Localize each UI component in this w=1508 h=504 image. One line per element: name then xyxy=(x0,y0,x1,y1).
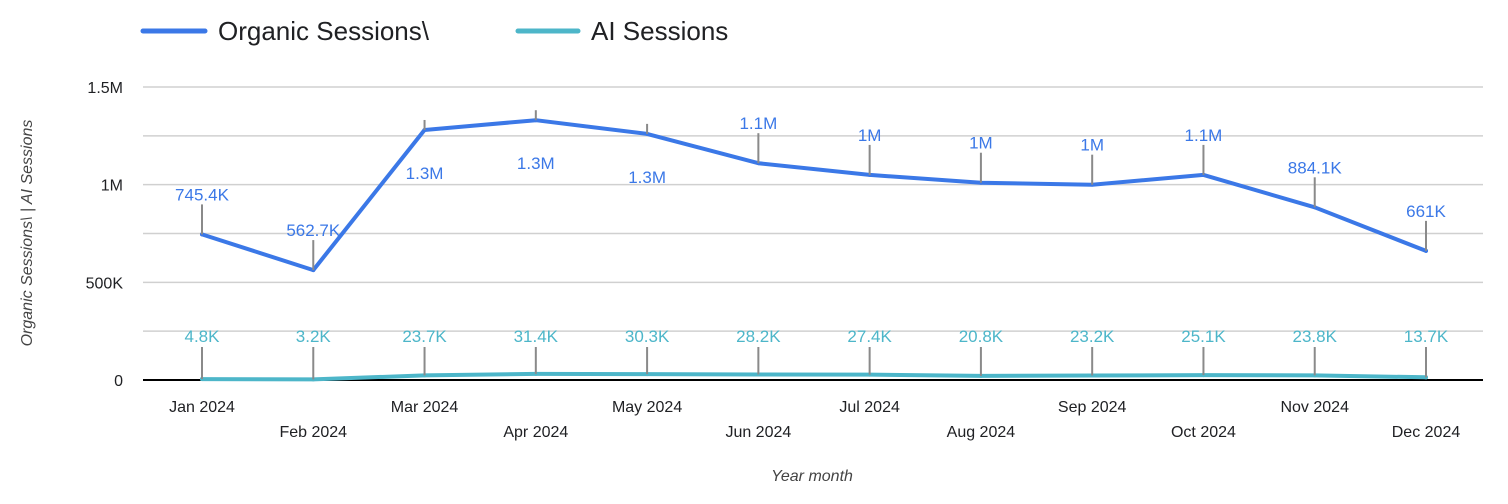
series-lines xyxy=(200,118,1428,382)
data-label-ai-sessions-0: 4.8K xyxy=(185,327,221,346)
series-line-organic-sessions[interactable] xyxy=(200,118,1428,273)
data-label-ai-sessions-1: 3.2K xyxy=(296,327,332,346)
data-label-ai-sessions-7: 20.8K xyxy=(959,327,1004,346)
x-tick-label-feb-2024: Feb 2024 xyxy=(279,424,347,441)
x-tick-label-mar-2024: Mar 2024 xyxy=(391,399,459,416)
legend-item-organic-sessions[interactable]: Organic Sessions\ xyxy=(140,16,430,46)
data-label-organic-sessions-0: 745.4K xyxy=(175,185,230,204)
data-label-organic-sessions-4: 1.3M xyxy=(628,168,666,187)
x-tick-label-may-2024: May 2024 xyxy=(612,399,682,416)
x-tick-label-nov-2024: Nov 2024 xyxy=(1280,399,1349,416)
y-tick-label-1-5m: 1.5M xyxy=(87,80,123,97)
legend-item-ai-sessions[interactable]: AI Sessions xyxy=(515,16,728,46)
data-label-organic-sessions-5: 1.1M xyxy=(739,114,777,133)
x-tick-label-apr-2024: Apr 2024 xyxy=(503,424,568,441)
data-labels: 745.4K 562.7K 1.3M 1.3M 1.3M 1.1M 1M 1M 1M 1.1M 88… xyxy=(175,110,1449,380)
data-label-organic-sessions-8: 1M xyxy=(1080,136,1104,155)
x-tick-label-jun-2024: Jun 2024 xyxy=(725,424,791,441)
data-label-ai-sessions-10: 23.8K xyxy=(1293,327,1338,346)
data-label-organic-sessions-6: 1M xyxy=(858,126,882,145)
data-label-organic-sessions-9: 1.1M xyxy=(1185,126,1223,145)
data-label-ai-sessions-6: 27.4K xyxy=(847,327,892,346)
x-tick-label-dec-2024: Dec 2024 xyxy=(1392,424,1461,441)
x-axis-ticks: Jan 2024 Feb 2024 Mar 2024 Apr 2024 May 2024… xyxy=(169,399,1460,441)
x-tick-label-aug-2024: Aug 2024 xyxy=(947,424,1016,441)
y-axis-title: Organic Sessions\ | AI Sessions xyxy=(19,120,36,347)
y-tick-label-0: 0 xyxy=(114,373,123,390)
data-label-organic-sessions-3: 1.3M xyxy=(517,154,555,173)
y-axis-ticks: 0 500K 1M 1.5M xyxy=(86,80,124,390)
data-label-ai-sessions-11: 13.7K xyxy=(1404,327,1449,346)
x-axis-title: Year month xyxy=(771,468,853,485)
legend: Organic Sessions\ AI Sessions xyxy=(140,16,728,46)
data-label-organic-sessions-10: 884.1K xyxy=(1288,158,1343,177)
data-label-ai-sessions-3: 31.4K xyxy=(514,327,559,346)
data-label-organic-sessions-2: 1.3M xyxy=(406,164,444,183)
data-label-ai-sessions-8: 23.2K xyxy=(1070,327,1115,346)
legend-label-ai-sessions: AI Sessions xyxy=(591,16,728,46)
y-tick-label-500k: 500K xyxy=(86,275,124,292)
gridlines xyxy=(143,86,1483,381)
x-tick-label-oct-2024: Oct 2024 xyxy=(1171,424,1236,441)
data-label-ai-sessions-4: 30.3K xyxy=(625,327,670,346)
series-line-ai-sessions[interactable] xyxy=(200,371,1428,382)
x-tick-label-sep-2024: Sep 2024 xyxy=(1058,399,1127,416)
data-label-ai-sessions-5: 28.2K xyxy=(736,327,781,346)
data-label-ai-sessions-2: 23.7K xyxy=(402,327,447,346)
y-tick-label-1m: 1M xyxy=(101,178,123,195)
data-label-organic-sessions-1: 562.7K xyxy=(286,221,341,240)
data-label-ai-sessions-9: 25.1K xyxy=(1181,327,1226,346)
data-label-organic-sessions-11: 661K xyxy=(1406,202,1446,221)
legend-label-organic-sessions: Organic Sessions\ xyxy=(218,16,430,46)
data-label-organic-sessions-7: 1M xyxy=(969,134,993,153)
x-tick-label-jan-2024: Jan 2024 xyxy=(169,399,235,416)
x-tick-label-jul-2024: Jul 2024 xyxy=(839,399,900,416)
